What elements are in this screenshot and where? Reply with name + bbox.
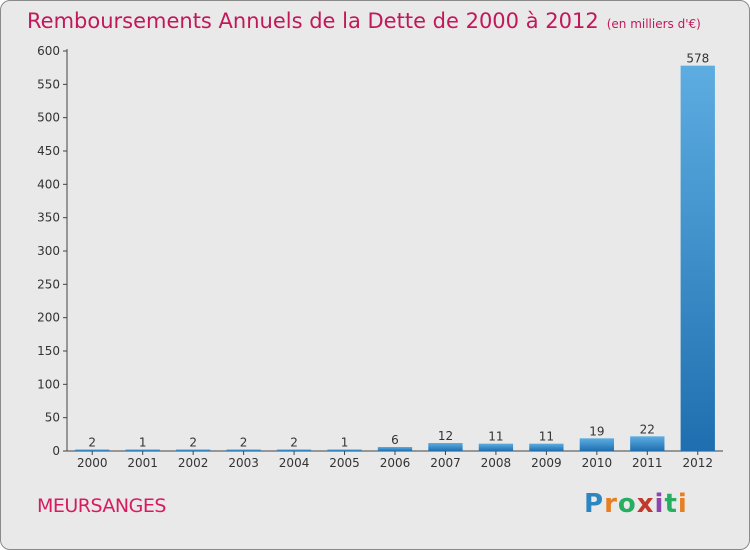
bar <box>428 443 463 451</box>
y-tick-label: 100 <box>37 377 60 391</box>
data-label: 2 <box>88 436 96 450</box>
y-tick-label: 450 <box>37 144 60 158</box>
data-label: 1 <box>139 436 147 450</box>
logo-letter: i <box>654 489 665 519</box>
data-label: 11 <box>539 430 554 444</box>
title-text: Remboursements Annuels de la Dette de 20… <box>27 9 599 33</box>
axes: 0 50 100 150 200 250 300 350 400 450 500 550 600 2000… <box>37 44 723 470</box>
x-tick-label: 2007 <box>430 456 461 470</box>
data-label: 22 <box>640 422 655 436</box>
y-tick-label: 50 <box>45 411 60 425</box>
x-tick-label: 2006 <box>380 456 411 470</box>
data-label: 2 <box>189 436 197 450</box>
logo-letter: t <box>664 489 678 519</box>
y-tick-label: 350 <box>37 211 60 225</box>
bar <box>125 449 160 451</box>
bar <box>226 449 261 451</box>
x-tick-label: 2001 <box>127 456 158 470</box>
x-tick-label: 2008 <box>481 456 512 470</box>
y-tick-label: 150 <box>37 344 60 358</box>
bar <box>276 449 312 451</box>
unit-note: (en milliers d'€) <box>606 17 701 31</box>
y-tick-label: 250 <box>37 277 60 291</box>
proxiti-logo: Proxiti <box>584 489 688 519</box>
data-label: 11 <box>488 430 503 444</box>
x-tick-label: 2011 <box>632 456 663 470</box>
x-tick-label: 2009 <box>531 456 562 470</box>
bar <box>579 438 615 451</box>
data-label: 2 <box>290 436 298 450</box>
bar <box>377 447 413 451</box>
bar <box>478 443 514 451</box>
data-label: 6 <box>391 433 399 447</box>
logo-letter: x <box>636 489 655 519</box>
x-tick-label: 2002 <box>178 456 209 470</box>
x-tick-label: 2003 <box>228 456 259 470</box>
data-label: 578 <box>686 52 709 66</box>
bar <box>529 443 564 451</box>
x-tick-label: 2012 <box>682 456 713 470</box>
x-tick-label: 2000 <box>77 456 108 470</box>
y-tick-label: 550 <box>37 77 60 91</box>
logo-letter: P <box>584 489 605 519</box>
logo-letter: i <box>677 489 688 519</box>
y-tick-label: 600 <box>37 44 60 58</box>
data-label: 2 <box>240 436 248 450</box>
chart-title: Remboursements Annuels de la Dette de 20… <box>27 9 701 33</box>
logo-letter: r <box>604 489 618 519</box>
x-tick-label: 2004 <box>279 456 310 470</box>
bar <box>175 449 211 451</box>
logo-letter: o <box>617 489 637 519</box>
y-tick-label: 0 <box>52 444 60 458</box>
bar <box>630 436 665 451</box>
commune-name: MEURSANGES <box>37 495 166 517</box>
y-tick-label: 300 <box>37 244 60 258</box>
x-tick-label: 2010 <box>582 456 613 470</box>
bar <box>680 65 715 452</box>
y-tick-label: 200 <box>37 311 60 325</box>
x-tick-label: 2005 <box>329 456 360 470</box>
data-label: 1 <box>341 436 349 450</box>
bar <box>75 449 110 451</box>
bar <box>327 449 362 451</box>
data-label: 12 <box>438 429 453 443</box>
y-tick-label: 400 <box>37 177 60 191</box>
y-tick-label: 500 <box>37 111 60 125</box>
data-label: 19 <box>589 424 604 438</box>
